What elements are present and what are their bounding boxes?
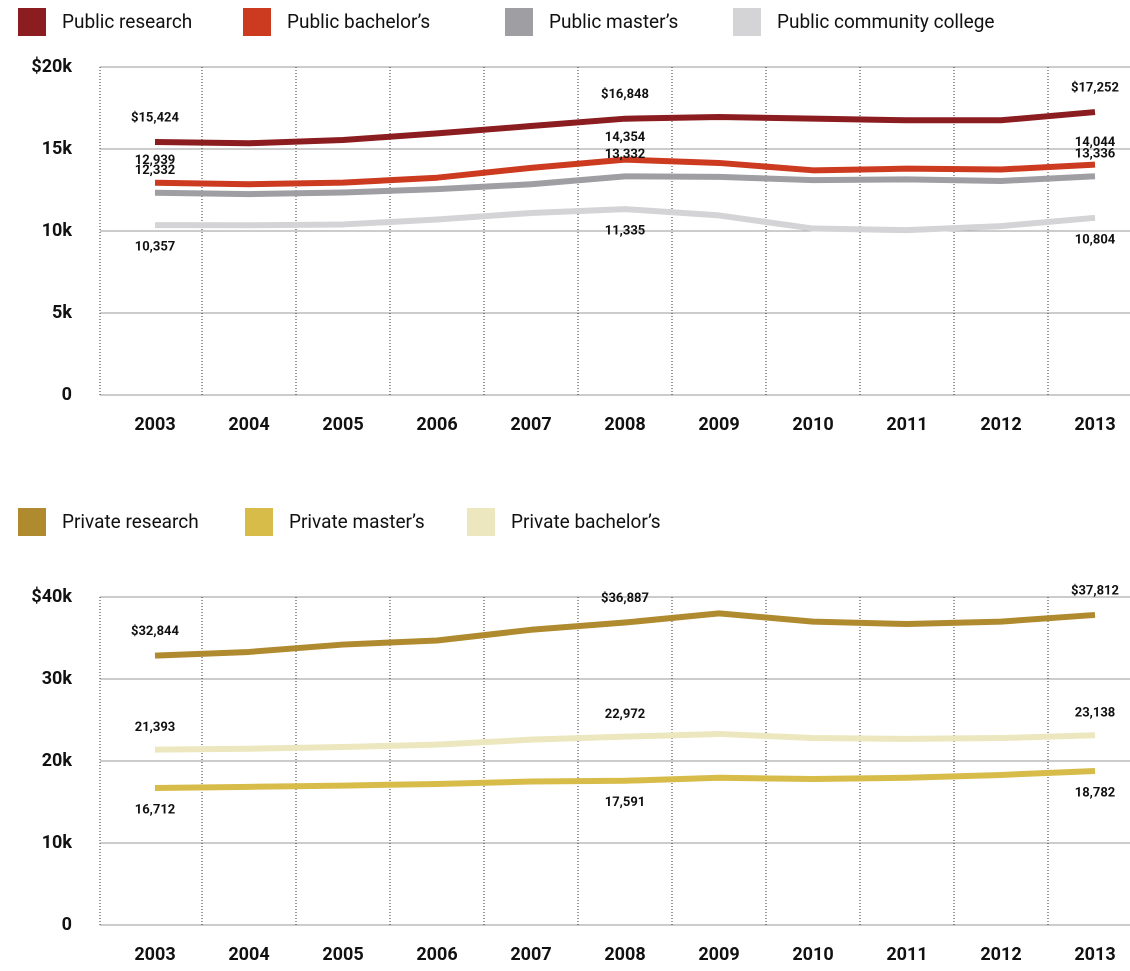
data-label: $17,252 [1071,81,1119,96]
y-tick-label: $20k [31,56,72,77]
legend-swatch [18,508,46,536]
x-tick-label: 2005 [322,414,363,435]
data-label: 14,044 [1075,135,1116,150]
y-tick-label: 0 [62,384,72,405]
legend-swatch [505,8,533,36]
data-label: 18,782 [1075,785,1116,800]
legend-label: Private master’s [289,510,425,533]
x-tick-label: 2006 [416,944,457,965]
legend-swatch [245,508,273,536]
series-line [154,767,1096,791]
x-tick-label: 2009 [698,414,739,435]
data-label: 13,332 [605,147,646,162]
x-tick-label: 2008 [604,944,645,965]
x-tick-label: 2003 [134,414,175,435]
x-tick-label: 2003 [134,944,175,965]
data-label: 23,138 [1075,706,1116,721]
legend-label: Private research [62,510,199,533]
data-label: 16,712 [135,802,176,817]
data-label: 10,804 [1075,232,1116,247]
y-tick-label: 0 [62,914,72,935]
y-tick-label: 10k [42,220,73,241]
y-tick-label: $40k [31,586,72,607]
series-line [154,173,1096,198]
x-tick-label: 2011 [886,414,927,435]
y-tick-label: 15k [42,138,73,159]
x-tick-label: 2004 [228,944,269,965]
x-tick-label: 2010 [792,414,833,435]
data-label: 14,354 [605,130,646,145]
data-label: 12,332 [135,163,176,178]
legend-swatch [733,8,761,36]
series-line [154,206,1096,234]
series-line [154,730,1096,753]
data-label: $37,812 [1071,583,1119,598]
series-line [154,109,1096,147]
x-tick-label: 2004 [228,414,269,435]
data-label: 22,972 [605,707,646,722]
data-label: 17,591 [605,795,646,810]
legend-swatch [243,8,271,36]
legend-label: Public master’s [549,10,678,33]
data-label: $36,887 [601,591,649,606]
y-tick-label: 20k [42,750,73,771]
y-tick-label: 10k [42,832,73,853]
x-tick-label: 2009 [698,944,739,965]
data-label: 13,336 [1075,147,1116,162]
x-tick-label: 2005 [322,944,363,965]
series-line [154,156,1096,188]
data-label: 12,939 [135,153,176,168]
x-tick-label: 2012 [980,414,1021,435]
x-tick-label: 2013 [1074,414,1115,435]
legend-label: Private bachelor’s [511,510,661,533]
x-tick-label: 2012 [980,944,1021,965]
data-label: $16,848 [601,87,649,102]
y-tick-label: 5k [52,302,72,323]
x-tick-label: 2008 [604,414,645,435]
x-tick-label: 2007 [510,944,551,965]
legend-label: Public bachelor’s [287,10,430,33]
x-tick-label: 2010 [792,944,833,965]
y-tick-label: 30k [42,668,73,689]
legend-label: Public community college [777,10,994,33]
x-tick-label: 2013 [1074,944,1115,965]
legend-swatch [467,508,495,536]
x-tick-label: 2007 [510,414,551,435]
series-line [154,610,1096,659]
legend-swatch [18,8,46,36]
x-tick-label: 2006 [416,414,457,435]
data-label: $32,844 [131,624,179,639]
data-label: 21,393 [135,720,176,735]
data-label: 11,335 [605,224,646,239]
legend-label: Public research [62,10,192,33]
x-tick-label: 2011 [886,944,927,965]
data-label: 10,357 [135,240,176,255]
data-label: $15,424 [131,110,179,125]
